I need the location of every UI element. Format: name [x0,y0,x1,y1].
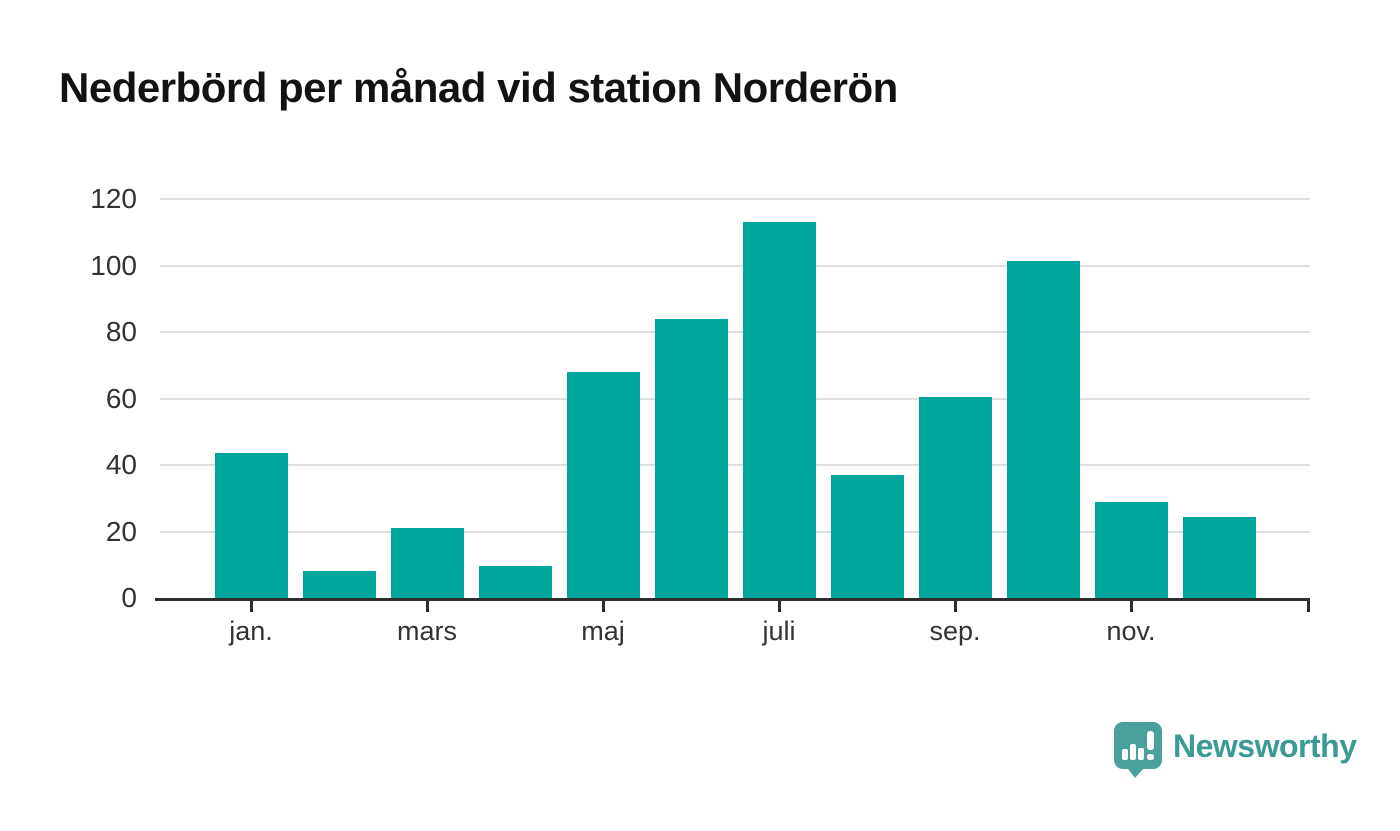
gridline-40 [160,464,1310,466]
bar-month-11 [1094,501,1168,598]
bar-month-4 [478,566,552,598]
y-tick-label: 40 [105,449,137,480]
bar-month-6 [654,318,728,598]
x-tick [249,601,253,612]
y-tick-label: 120 [90,183,137,214]
gridline-20 [160,530,1310,533]
y-tick-label: 20 [105,515,137,547]
bar-month-3 [390,528,464,598]
bar-month-8 [830,474,904,598]
bar-month-1 [214,453,288,598]
x-tick [777,601,781,612]
x-tick [1129,601,1133,612]
bar-month-7 [742,222,816,598]
gridline-80 [160,331,1310,333]
bar-month-2 [302,571,376,598]
x-tick-label: sep. [929,616,981,646]
x-tick-label: maj [581,616,625,646]
x-axis-line [155,598,1310,601]
bar-month-12 [1182,516,1256,598]
bar-month-5 [566,371,640,598]
plot-area: 0 20 40 60 80 100 120 jan. mars maj juli sep. nov. [90,185,1310,646]
x-tick-label: nov. [1106,616,1156,646]
y-tick-label: 0 [121,582,137,613]
x-tick [425,601,429,612]
x-tick [601,601,605,612]
x-tick-label: jan. [229,616,273,646]
gridline-120 [160,198,1310,200]
x-tick-label: mars [397,616,457,646]
y-tick-label: 60 [105,382,137,414]
newsworthy-logo-icon [1114,722,1162,778]
y-tick-label: 100 [90,249,137,281]
gridline-60 [160,397,1310,400]
bar-month-9 [918,396,992,598]
bar-month-10 [1006,260,1080,598]
x-tick-label: juli [762,616,796,646]
newsworthy-logo: Newsworthy [1113,721,1357,778]
chart-title: Nederbörd per månad vid station Norderön [59,64,898,111]
x-tick [953,601,957,612]
newsworthy-logo-text: Newsworthy [1173,728,1357,764]
x-tick-axis-end [1307,601,1310,612]
gridline-100 [160,264,1310,267]
y-tick-label: 80 [105,316,137,347]
